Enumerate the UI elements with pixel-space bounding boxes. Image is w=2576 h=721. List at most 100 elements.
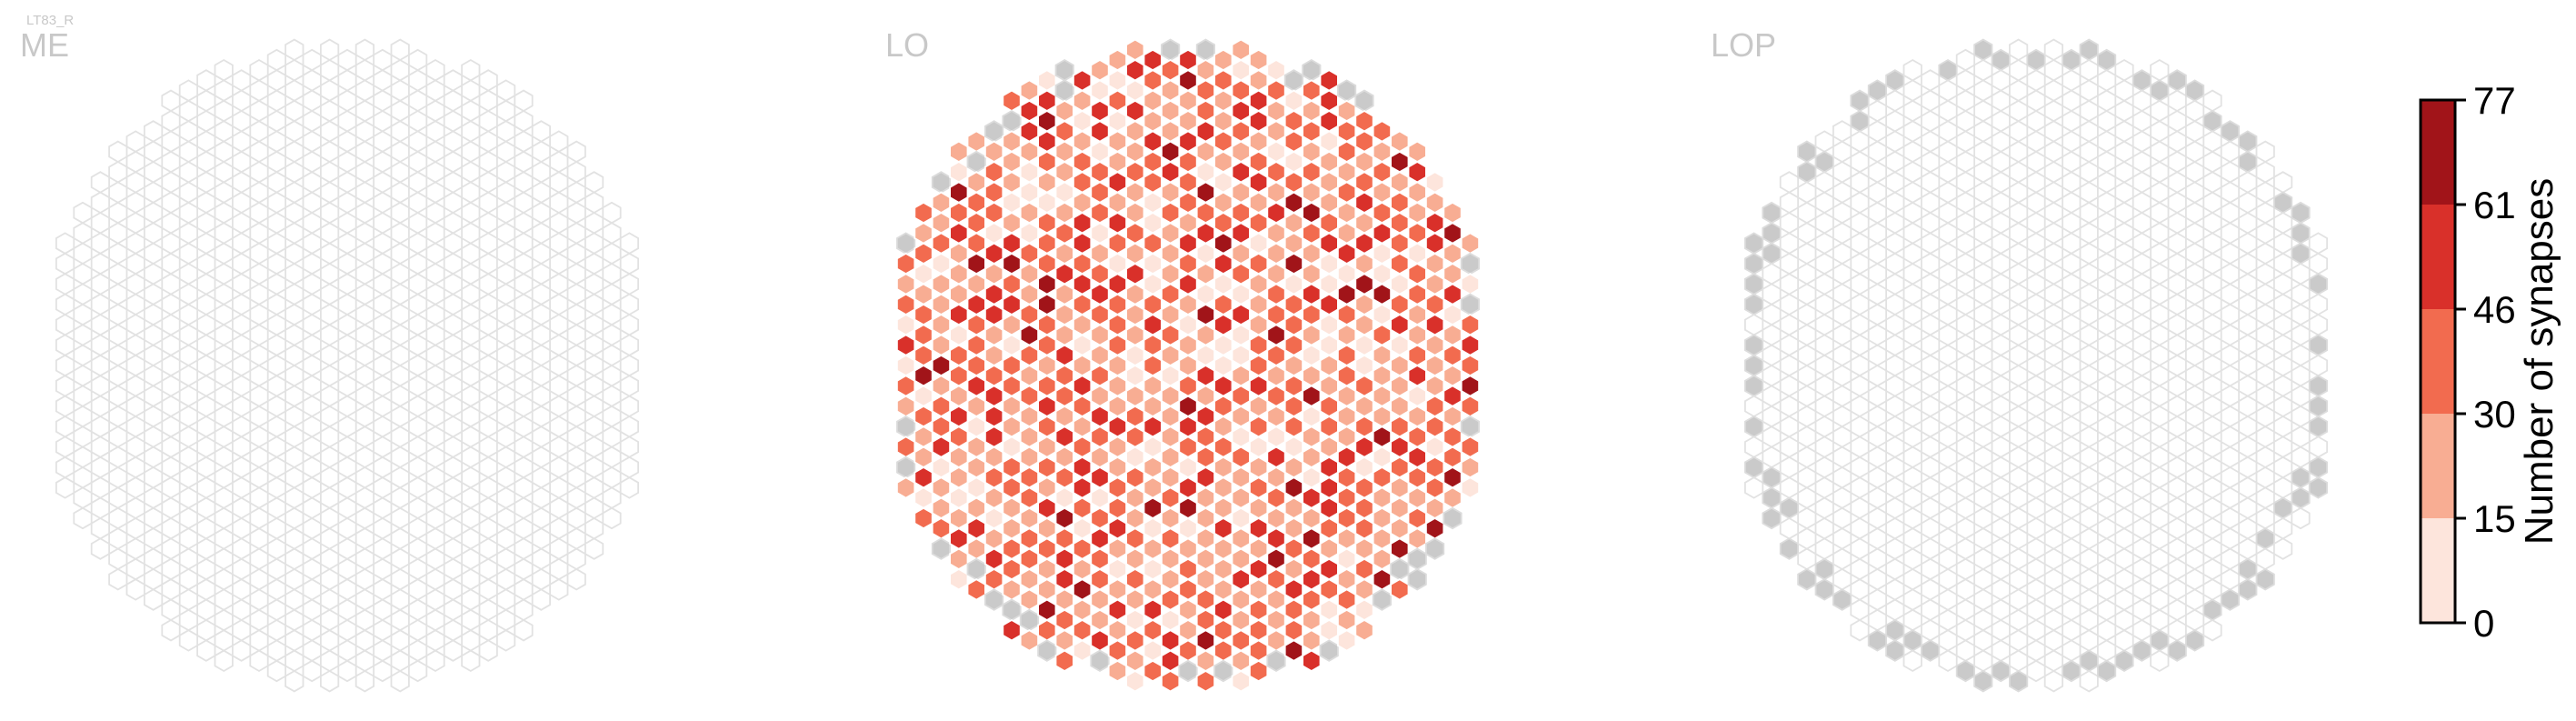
hex-cell-empty (390, 160, 410, 184)
hex-cell-empty (2096, 89, 2117, 113)
hex-cell-empty (143, 385, 164, 407)
hex-cell-empty (337, 109, 357, 133)
hex-cell-empty (337, 375, 357, 397)
hex-cell-empty (443, 273, 464, 295)
hex-cell-empty (461, 160, 481, 184)
hex-cell-value (1231, 181, 1251, 204)
hex-cell-empty (2026, 334, 2046, 356)
hex-cell-no-data (1832, 588, 1852, 611)
hex-cell-value (1161, 344, 1181, 367)
hex-cell-no-data (1002, 109, 1022, 133)
hex-cell-no-data (1938, 58, 1958, 82)
hex-cell-empty (1814, 293, 1834, 316)
hex-cell-empty (584, 171, 604, 194)
hex-cell-empty (285, 344, 305, 367)
hex-cell-empty (2132, 476, 2152, 499)
hex-cell-empty (407, 313, 428, 336)
hex-cell-value (1178, 436, 1198, 458)
hex-cell-empty (2184, 120, 2205, 143)
hex-cell-value (949, 466, 969, 489)
hex-cell-no-data (2308, 375, 2329, 397)
hex-cell-empty (496, 486, 516, 509)
hex-cell-empty (531, 303, 551, 326)
hex-cell-empty (2202, 618, 2222, 642)
hex-cell-value (1460, 273, 1480, 295)
hex-cell-empty (108, 446, 128, 469)
hex-cell-empty (1885, 395, 1905, 418)
hex-cell-no-data (1744, 252, 1764, 275)
hex-cell-empty (531, 262, 551, 285)
hex-cell-no-data (2026, 48, 2046, 72)
hex-cell-empty (2150, 588, 2170, 611)
hex-cell-empty (73, 486, 93, 509)
hex-cell-value (1213, 130, 1233, 153)
hex-cell-value (1213, 211, 1233, 235)
hex-cell-empty (407, 69, 428, 92)
hex-cell-empty (1850, 211, 1870, 235)
hex-cell-value (1319, 598, 1339, 622)
hex-cell-value (1372, 364, 1392, 387)
hex-cell-empty (108, 527, 128, 550)
hex-cell-value (984, 466, 1004, 489)
hex-cell-empty (196, 252, 216, 275)
hex-cell-empty (1991, 598, 2011, 622)
hex-cell-value (1054, 486, 1074, 509)
hex-cell-empty (443, 598, 464, 622)
hex-cell-empty (2096, 109, 2117, 133)
hex-cell-empty (249, 649, 269, 673)
hex-cell-value (931, 273, 951, 295)
hex-cell-empty (1850, 191, 1870, 215)
hex-cell-value (1407, 201, 1427, 225)
hex-cell-empty (1832, 140, 1852, 164)
hex-cell-empty (2062, 293, 2082, 316)
hex-cell-empty (2114, 222, 2134, 245)
hex-cell-empty (1938, 446, 1958, 469)
hex-cell-empty (461, 201, 481, 225)
hex-cell-empty (2220, 426, 2241, 448)
hex-cell-empty (461, 527, 481, 550)
hex-cell-empty (2150, 426, 2170, 448)
hex-cell-empty (1955, 436, 1976, 458)
figure-cell-type-label: LT83_R (26, 13, 74, 28)
hex-cell-empty (2150, 303, 2170, 326)
hex-cell-empty (584, 313, 604, 336)
hex-cell-value (1178, 232, 1198, 255)
hex-cell-empty (478, 415, 498, 438)
hex-cell-empty (407, 375, 428, 397)
hex-cell-empty (2062, 211, 2082, 235)
hex-cell-empty (1991, 109, 2011, 133)
hex-cell-empty (2079, 140, 2099, 164)
hex-cell-empty (214, 649, 234, 673)
hex-cell-empty (496, 588, 516, 611)
hex-cell-empty (161, 150, 181, 174)
hex-cell-empty (2202, 211, 2222, 235)
hex-cell-value (1195, 364, 1215, 387)
hex-cell-empty (461, 303, 481, 326)
hex-cell-empty (2255, 181, 2275, 204)
hex-cell-value (1037, 232, 1057, 255)
hex-cell-value (1002, 476, 1022, 499)
hex-cell-empty (2220, 446, 2241, 469)
hex-cell-no-data (1779, 537, 1799, 560)
hex-cell-empty (2062, 436, 2082, 458)
hex-cell-value (1372, 242, 1392, 265)
hex-cell-value (1266, 262, 1286, 285)
hex-cell-empty (1991, 334, 2011, 356)
hex-cell-empty (2026, 415, 2046, 438)
hex-cell-value (1372, 283, 1392, 305)
hex-cell-value (1178, 252, 1198, 275)
hex-cell-empty (619, 293, 639, 316)
hex-cell-value (1283, 313, 1303, 336)
hex-cell-empty (1867, 140, 1888, 164)
hex-cell-value (1213, 578, 1233, 601)
hex-cell-empty (1814, 436, 1834, 458)
hex-cell-empty (478, 557, 498, 581)
hex-cell-empty (1920, 89, 1941, 113)
hex-cell-value (1143, 639, 1163, 662)
hex-cell-empty (1814, 273, 1834, 295)
hex-cell-empty (143, 181, 164, 204)
hex-cell-no-data (2202, 109, 2222, 133)
hex-cell-empty (1850, 618, 1870, 642)
hex-cell-empty (461, 385, 481, 407)
hex-cell-value (1407, 181, 1427, 204)
